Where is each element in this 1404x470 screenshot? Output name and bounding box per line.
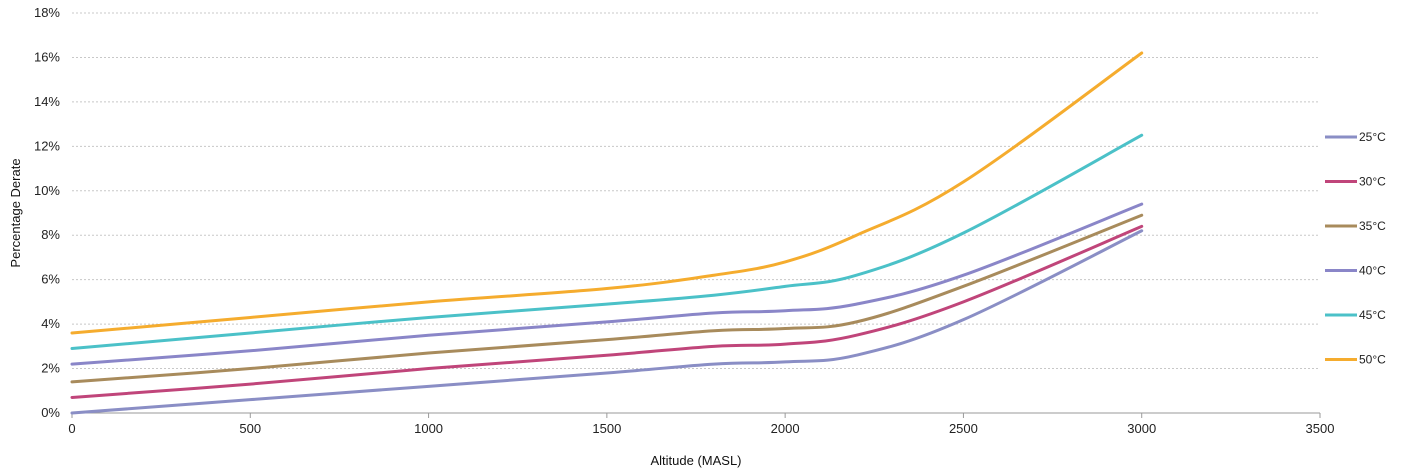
- grid-lines: [72, 12, 1320, 370]
- legend-label: 40°C: [1359, 264, 1386, 278]
- y-tick-label: 10%: [34, 183, 60, 198]
- y-tick-label: 14%: [34, 94, 60, 109]
- legend-label: 35°C: [1359, 219, 1386, 233]
- y-tick-label: 18%: [34, 5, 60, 20]
- x-tick-label: 2500: [949, 421, 978, 436]
- x-tick-label: 2000: [771, 421, 800, 436]
- series-line-40CC: [70, 202, 1144, 366]
- x-tick-label: 3000: [1127, 421, 1156, 436]
- x-tick-label: 500: [239, 421, 261, 436]
- y-tick-label: 4%: [41, 316, 60, 331]
- series-lines: [70, 51, 1144, 415]
- legend: 25°C 30°C 35°C 40°C 45°C 50°C: [1325, 130, 1386, 367]
- y-tick-label: 8%: [41, 227, 60, 242]
- legend-label: 25°C: [1359, 130, 1386, 144]
- series-line-50CC: [70, 51, 1144, 335]
- y-axis-title: Percentage Derate: [8, 158, 23, 267]
- y-tick-label: 16%: [34, 49, 60, 64]
- y-tick-label: 2%: [41, 361, 60, 376]
- x-tick-label: 1000: [414, 421, 443, 436]
- legend-label: 30°C: [1359, 175, 1386, 189]
- y-tick-label: 6%: [41, 272, 60, 287]
- series-line-35CC: [70, 213, 1144, 384]
- series-line-30CC: [70, 224, 1144, 399]
- x-axis-title: Altitude (MASL): [650, 453, 741, 468]
- series-line-25CC: [70, 229, 1144, 415]
- y-tick-label: 0%: [41, 405, 60, 420]
- y-tick-label: 12%: [34, 138, 60, 153]
- legend-label: 45°C: [1359, 308, 1386, 322]
- x-tick-label: 0: [68, 421, 75, 436]
- x-tick-label: 3500: [1306, 421, 1335, 436]
- legend-label: 50°C: [1359, 353, 1386, 367]
- series-line-45CC: [70, 133, 1144, 351]
- axes: 0% 2% 4% 6% 8% 10% 12% 14% 16% 18% 0 500 1000 1500 200…: [34, 5, 1334, 436]
- x-tick-label: 1500: [592, 421, 621, 436]
